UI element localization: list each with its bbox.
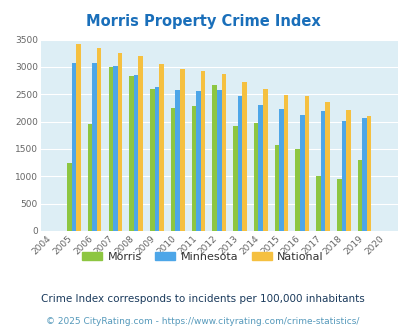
Bar xyxy=(113,66,117,231)
Bar xyxy=(295,149,299,231)
Bar xyxy=(242,82,246,231)
Bar xyxy=(138,56,143,231)
Bar xyxy=(87,124,92,231)
Bar xyxy=(76,44,81,231)
Text: Crime Index corresponds to incidents per 100,000 inhabitants: Crime Index corresponds to incidents per… xyxy=(41,294,364,304)
Bar xyxy=(171,108,175,231)
Bar xyxy=(221,74,226,231)
Bar xyxy=(283,95,288,231)
Bar xyxy=(179,69,184,231)
Bar xyxy=(345,110,350,231)
Bar xyxy=(191,106,196,231)
Bar xyxy=(134,75,138,231)
Bar xyxy=(315,176,320,231)
Bar xyxy=(216,90,221,231)
Bar xyxy=(150,89,154,231)
Bar xyxy=(279,109,283,231)
Bar xyxy=(320,111,324,231)
Bar xyxy=(154,87,159,231)
Bar xyxy=(258,105,262,231)
Text: © 2025 CityRating.com - https://www.cityrating.com/crime-statistics/: © 2025 CityRating.com - https://www.city… xyxy=(46,317,359,326)
Bar xyxy=(117,53,122,231)
Bar xyxy=(274,145,279,231)
Bar xyxy=(129,76,134,231)
Text: Morris Property Crime Index: Morris Property Crime Index xyxy=(85,14,320,29)
Bar xyxy=(92,63,97,231)
Bar xyxy=(232,126,237,231)
Bar xyxy=(71,63,76,231)
Bar xyxy=(336,179,341,231)
Bar xyxy=(262,89,267,231)
Bar xyxy=(196,91,200,231)
Legend: Morris, Minnesota, National: Morris, Minnesota, National xyxy=(77,248,328,267)
Bar xyxy=(362,118,366,231)
Bar xyxy=(97,49,101,231)
Bar xyxy=(253,123,258,231)
Bar xyxy=(67,163,71,231)
Bar xyxy=(200,71,205,231)
Bar xyxy=(366,116,371,231)
Bar xyxy=(357,160,362,231)
Bar xyxy=(175,90,179,231)
Bar xyxy=(324,102,329,231)
Bar xyxy=(237,96,242,231)
Bar xyxy=(304,96,309,231)
Bar xyxy=(299,115,304,231)
Bar xyxy=(341,121,345,231)
Bar xyxy=(159,64,163,231)
Bar xyxy=(212,85,216,231)
Bar xyxy=(108,67,113,231)
